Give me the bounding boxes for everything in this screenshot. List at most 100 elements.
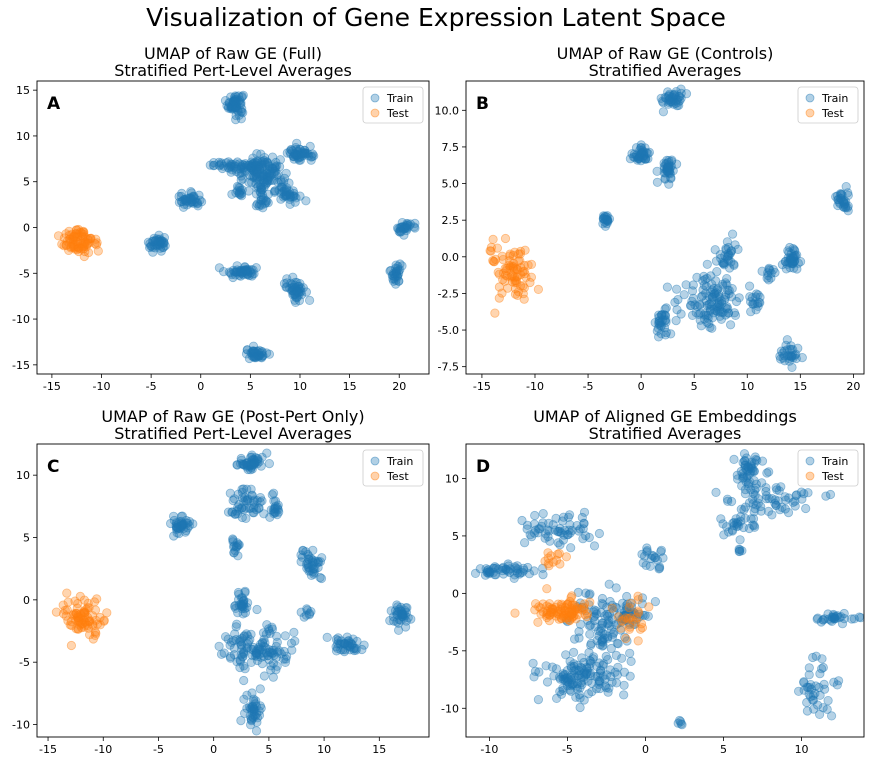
test-point [70,610,80,620]
train-point [721,303,731,313]
train-point [566,661,576,671]
test-point [73,243,84,253]
test-point [545,610,555,620]
train-point [603,632,613,642]
train-point [609,627,619,637]
train-point [745,467,756,477]
train-point [764,264,774,275]
train-point [181,525,191,536]
train-point [493,564,504,574]
train-point [231,542,241,552]
test-point [66,242,76,252]
train-point [503,561,514,571]
train-point [664,168,675,178]
train-point [826,711,837,721]
train-point [295,152,305,163]
test-point [530,605,540,615]
train-point [228,272,238,283]
train-point [565,520,575,530]
train-point [243,637,254,647]
train-point [527,532,537,542]
train-point [721,245,731,255]
train-point [643,154,653,164]
train-point [835,189,846,199]
train-point [530,666,541,676]
train-point [819,684,830,694]
train-point [819,679,829,689]
train-point [589,541,600,551]
train-point [740,455,750,466]
train-point [281,191,291,201]
train-point [562,672,572,683]
train-point [257,353,267,363]
train-point [248,153,258,163]
test-point [500,276,510,286]
train-point [259,155,269,166]
train-point [186,193,196,203]
train-point [783,508,794,518]
train-point [726,496,737,507]
train-point [235,266,245,276]
train-point [722,274,732,284]
test-point [560,603,570,613]
train-point [231,97,241,108]
train-point [252,709,262,719]
train-point [252,175,262,185]
train-point [606,671,616,682]
train-point [816,664,827,674]
train-point [280,657,290,667]
train-point [392,271,402,281]
train-point [389,269,400,279]
train-point [686,301,696,311]
legend-label: Test [386,470,409,483]
train-point [256,347,267,357]
train-point [152,241,162,251]
train-point [230,94,240,105]
train-point [246,715,256,726]
train-point [299,612,309,622]
test-point [571,614,581,624]
train-point [387,270,397,281]
train-point [229,650,239,660]
train-point [605,621,615,631]
train-point [661,93,671,103]
train-point [171,518,181,528]
train-point [263,158,273,169]
train-point [231,267,241,277]
train-point [242,496,252,506]
train-point [258,193,269,203]
train-point [149,233,159,243]
train-point [276,188,286,198]
test-point [555,605,566,615]
train-point [710,289,720,299]
train-point [174,191,184,202]
train-point [234,270,244,280]
train-point [225,161,235,171]
train-point [750,452,760,462]
train-point [624,609,634,619]
train-point [249,503,259,513]
x-tick-label: 20 [846,380,860,393]
train-point [602,215,612,225]
train-point [248,713,258,723]
train-point [652,326,662,336]
train-point [346,638,356,648]
train-point [299,148,309,158]
train-point [787,257,797,267]
train-point [245,266,255,276]
train-point [575,693,585,703]
train-point [281,168,291,178]
train-point [552,693,562,703]
test-point [102,608,112,618]
train-point [401,608,411,618]
train-point [661,303,671,313]
train-point [296,283,306,293]
train-point [688,280,698,290]
train-point [663,99,673,109]
train-point [273,647,283,657]
train-point [676,716,686,727]
train-point [182,200,192,210]
train-point [652,555,662,565]
test-point [79,595,90,605]
train-point [741,477,751,487]
